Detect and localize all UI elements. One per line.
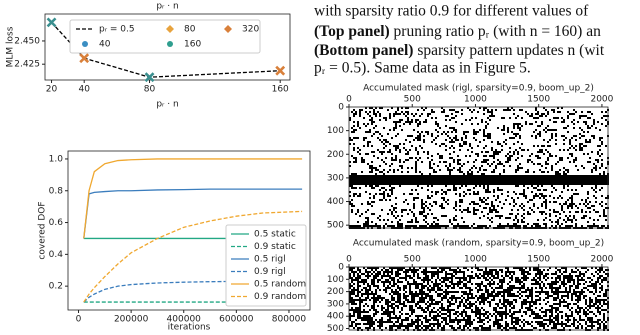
mask-pixels (349, 107, 609, 229)
y-tick-label: 0.8 (49, 186, 64, 196)
x-axis-label: pᵣ · n (156, 100, 178, 110)
y-tick-label: 100 (327, 126, 344, 136)
point-marker (46, 17, 57, 28)
mask-panel: Accumulated mask (rigl, sparsity=0.9, bo… (327, 84, 614, 231)
y-tick-label: 300 (327, 173, 344, 183)
y-tick-label: 2.425 (14, 60, 40, 70)
x-tick-label: 1500 (527, 95, 550, 105)
x-tick-label: 1000 (464, 255, 487, 265)
plot-frame (67, 150, 311, 311)
series-line (83, 158, 303, 239)
mask-panel: Accumulated mask (random, sparsity=0.9, … (327, 239, 614, 335)
x-tick-label: 0 (76, 315, 82, 325)
point-marker (79, 53, 90, 64)
plot-frame (44, 13, 291, 81)
legend-swatch (224, 25, 232, 33)
y-axis-label: MLM loss (6, 26, 16, 67)
series-line (83, 188, 303, 239)
y-tick-label: 0.2 (49, 282, 63, 292)
mask-title: Accumulated mask (rigl, sparsity=0.9, bo… (363, 84, 594, 94)
y-tick-label: 0.4 (49, 250, 64, 260)
legend-label: 40 (99, 40, 111, 50)
legend-label: pᵣ = 0.5 (99, 25, 135, 35)
chart: 20 40 80 160 2.425 2.450 pᵣ · n pᵣ · n MLM loss p… (6, 2, 291, 110)
x-tick-label: 20 (46, 85, 58, 95)
series-line (83, 280, 303, 303)
legend-swatch (167, 41, 173, 47)
legend-box (69, 19, 261, 54)
legend-swatch (166, 25, 174, 33)
legend-label: 0.9 rigl (254, 267, 286, 277)
caption-line: (Bottom panel) sparsity pattern updates … (314, 42, 605, 59)
caption-bold: (Bottom panel) (314, 42, 413, 59)
caption-bold: (Top panel) (314, 23, 390, 40)
chart: 0 200000 400000 600000 800000 0.2 0.4 0.6 0.8 1.0… (38, 150, 311, 333)
y-tick-label: 0 (338, 263, 344, 273)
legend-label: 0.5 rigl (254, 255, 286, 265)
y-tick-label: 400 (327, 312, 344, 322)
x-tick-label: 200000 (114, 315, 149, 325)
x-tick-label: 2000 (590, 95, 613, 105)
caption: with sparsity ratio 0.9 for different va… (314, 3, 605, 77)
caption-text: pruning ratio pᵣ (with n = 160) an (390, 23, 601, 40)
x-tick-label: 600000 (219, 315, 254, 325)
caption-line: with sparsity ratio 0.9 for different va… (314, 3, 589, 20)
y-tick-label: 0.6 (49, 218, 64, 228)
legend-label: 0.9 static (254, 242, 296, 252)
y-tick-label: 0 (338, 103, 344, 113)
caption-line: (Top panel) pruning ratio pᵣ (with n = 1… (314, 23, 601, 40)
x-tick-label: 400000 (167, 315, 202, 325)
x-tick-label: 2000 (590, 255, 613, 265)
legend-swatch (82, 41, 88, 47)
y-tick-label: 2.450 (14, 36, 40, 46)
x-tick-label: 500 (404, 95, 421, 105)
y-tick-label: 500 (327, 324, 344, 334)
y-axis-label: covered DOF (38, 201, 48, 259)
x-tick-label: 80 (144, 85, 156, 95)
x-axis-label: iterations (168, 323, 211, 333)
legend-label: 0.5 random (254, 280, 306, 290)
mask-frame (348, 106, 609, 229)
legend-label: 0.9 random (254, 292, 306, 302)
legend-label: 160 (184, 40, 201, 50)
y-tick-label: 200 (327, 287, 344, 297)
x-tick-label: 40 (78, 85, 90, 95)
x-tick-label: 0 (346, 95, 352, 105)
y-tick-label: 500 (327, 221, 344, 231)
y-tick-label: 200 (327, 150, 344, 160)
caption-text: sparsity pattern updates n (wit (413, 42, 604, 59)
mask-pixels (349, 267, 609, 331)
legend-label: 320 (242, 25, 259, 35)
x-tick-label: 160 (272, 85, 289, 95)
point-marker (144, 72, 155, 83)
y-tick-label: 300 (327, 299, 344, 309)
chart-title: pᵣ · n (156, 2, 178, 12)
x-tick-label: 500 (404, 255, 421, 265)
x-tick-label: 800000 (272, 315, 307, 325)
point-marker (275, 65, 286, 76)
x-tick-label: 1500 (527, 255, 550, 265)
legend-label: 0.5 static (254, 230, 296, 240)
y-tick-label: 100 (327, 275, 344, 285)
mask-title: Accumulated mask (random, sparsity=0.9, … (353, 239, 604, 249)
x-tick-label: 1000 (464, 95, 487, 105)
legend-label: 80 (184, 25, 196, 35)
legend-box (225, 224, 307, 307)
x-tick-label: 0 (346, 255, 352, 265)
mask-frame (348, 266, 609, 331)
y-tick-label: 1.0 (49, 154, 64, 164)
y-tick-label: 400 (327, 197, 344, 207)
series-line (51, 21, 281, 78)
caption-line: pᵣ = 0.5). Same data as in Figure 5. (314, 60, 531, 77)
